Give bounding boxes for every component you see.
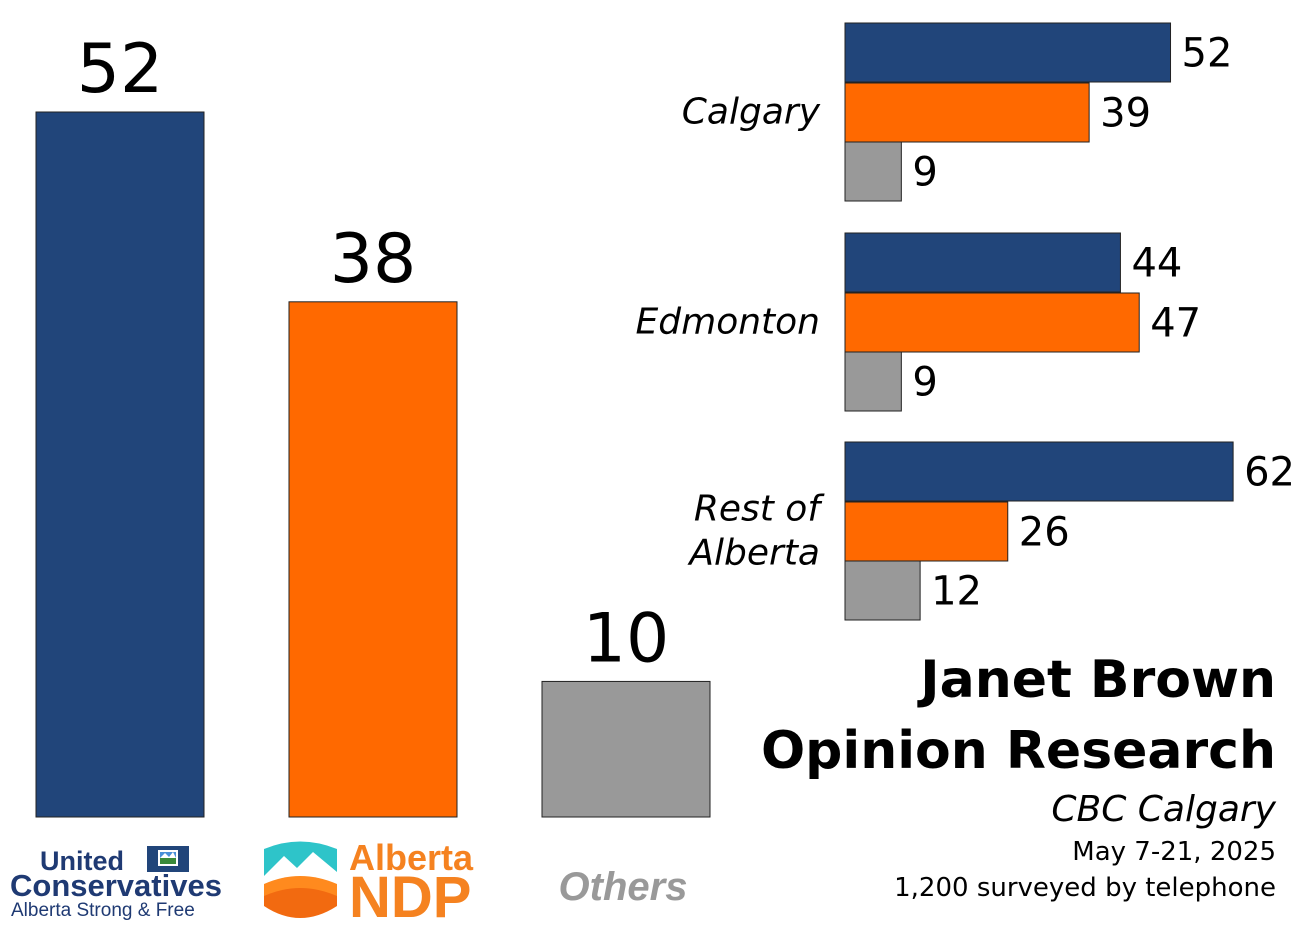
ucp-logo-tagline: Alberta Strong & Free xyxy=(11,900,195,921)
bar-value-united-conservatives: 52 xyxy=(77,30,164,109)
ndp-logo-line2: NDP xyxy=(349,865,471,930)
region-label-edmonton: Edmonton xyxy=(636,302,820,343)
bar-value-edmonton-united-conservatives: 44 xyxy=(1131,241,1182,287)
source-title-line1: Janet Brown xyxy=(917,650,1276,710)
bar-value-alberta-ndp: 38 xyxy=(330,220,417,299)
region-label-rest-of-alberta: Alberta xyxy=(687,533,820,574)
bar-value-calgary-others: 9 xyxy=(912,150,937,196)
bar-united-conservatives xyxy=(35,111,205,818)
mountain-icon xyxy=(264,841,337,918)
source-sample: 1,200 surveyed by telephone xyxy=(894,873,1276,903)
bar-value-edmonton-others: 9 xyxy=(912,360,937,406)
regional-vote-bars: 52 39 9 Calgary 44 47 9 Edmonton 62 26 12 Rest ofAl… xyxy=(636,22,1295,621)
source-outlet: CBC Calgary xyxy=(1051,789,1276,830)
bar-rest-of-alberta-united-conservatives xyxy=(844,441,1234,502)
bar-others xyxy=(541,680,711,818)
bar-calgary-alberta-ndp xyxy=(844,82,1090,143)
ucp-logo: United Conservatives Alberta Strong & Fr… xyxy=(10,846,222,921)
source-block: Janet Brown Opinion Research CBC Calgary… xyxy=(761,650,1277,903)
region-label-rest-of-alberta: Rest of xyxy=(694,489,826,530)
bar-calgary-united-conservatives xyxy=(844,22,1172,83)
bar-value-calgary-alberta-ndp: 39 xyxy=(1100,91,1151,137)
bar-edmonton-alberta-ndp xyxy=(844,292,1140,353)
ndp-logo: Alberta NDP xyxy=(264,837,474,930)
region-label-calgary: Calgary xyxy=(682,92,821,133)
bar-value-others: 10 xyxy=(583,599,670,678)
bar-value-rest-of-alberta-others: 12 xyxy=(931,569,982,615)
source-title-line2: Opinion Research xyxy=(761,721,1276,781)
bar-rest-of-alberta-others xyxy=(844,560,921,621)
bar-alberta-ndp xyxy=(288,301,458,818)
bar-value-rest-of-alberta-united-conservatives: 62 xyxy=(1244,450,1295,496)
bar-edmonton-united-conservatives xyxy=(844,232,1121,293)
ndp-logo-line1: Alberta xyxy=(349,837,474,878)
bar-value-calgary-united-conservatives: 52 xyxy=(1182,31,1233,77)
ucp-logo-line2: Conservatives xyxy=(10,868,222,903)
ucp-logo-line1: United xyxy=(40,846,124,876)
alberta-flag-icon xyxy=(147,846,189,872)
source-dates: May 7-21, 2025 xyxy=(1072,837,1276,867)
bar-calgary-others xyxy=(844,141,902,202)
bar-rest-of-alberta-alberta-ndp xyxy=(844,501,1009,562)
others-label: Others xyxy=(559,865,688,909)
bar-value-rest-of-alberta-alberta-ndp: 26 xyxy=(1019,510,1070,556)
bar-value-edmonton-alberta-ndp: 47 xyxy=(1150,301,1201,347)
provincial-vote-bars: 52 38 10 xyxy=(35,30,711,818)
bar-edmonton-others xyxy=(844,351,902,412)
